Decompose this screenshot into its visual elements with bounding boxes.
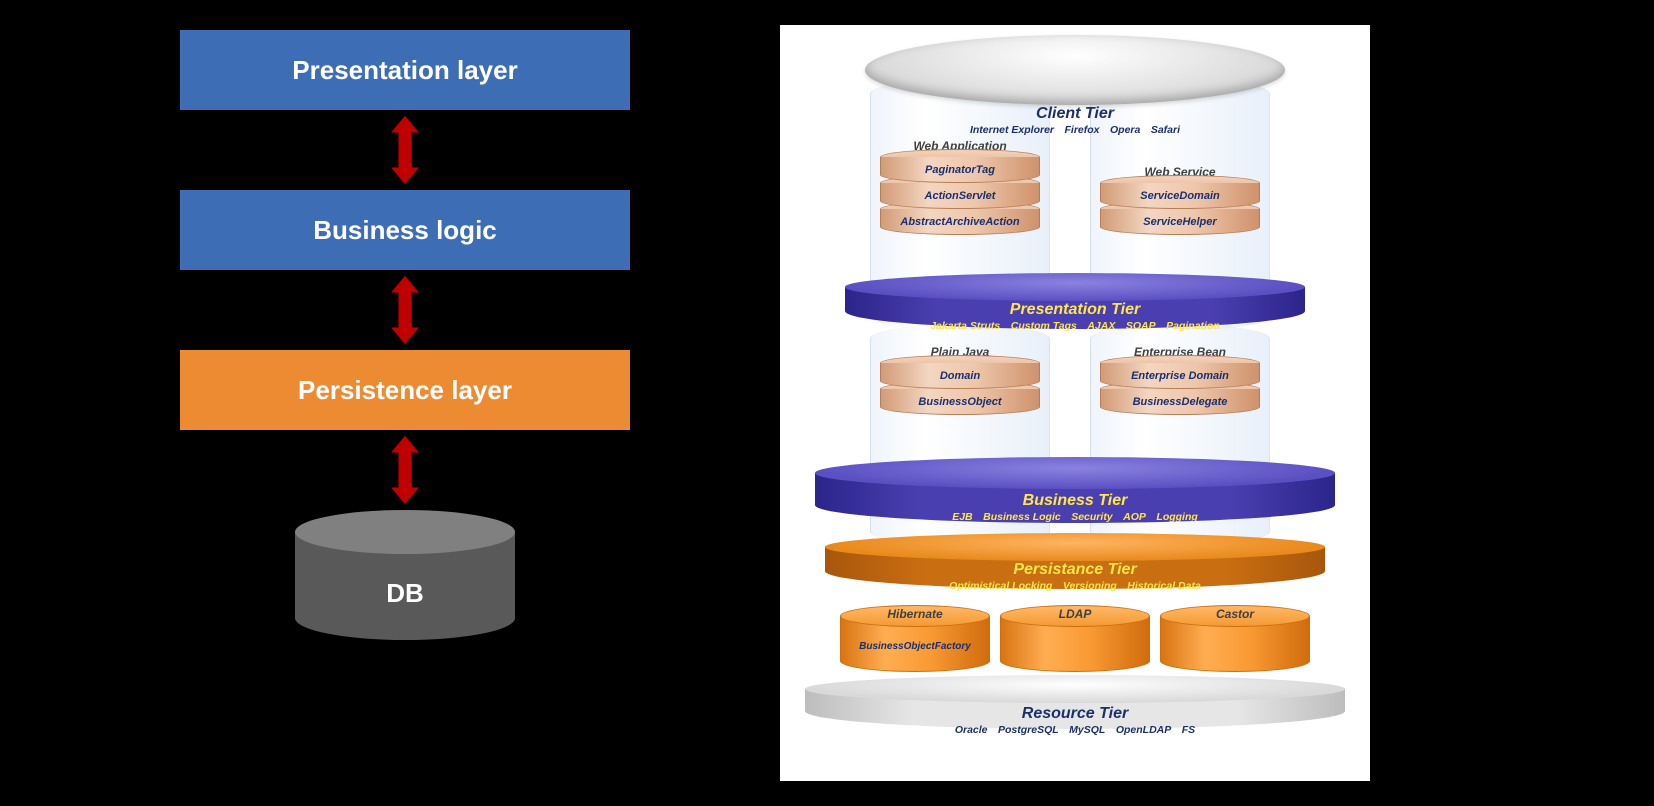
arrow-slot-3 [180,430,630,510]
db-top-ellipse [295,510,515,554]
cylinder-castor: Castor [1160,605,1310,675]
left-simple-layers-diagram: Presentation layer Business logic Persis… [0,0,780,806]
stack-item-label: Domain [880,363,1040,389]
orange-cyl-title: Hibernate [840,607,990,621]
business-tier-subtitle: EJB Business Logic Security AOP Logging [780,511,1370,523]
arrow-slot-2 [180,270,630,350]
layer-presentation: Presentation layer [180,30,630,110]
client-tier-platter [865,35,1285,105]
stack-item-label: Enterprise Domain [1100,363,1260,389]
persistance-tier-subtitle: Optimistical Locking Versioning Historic… [780,580,1370,592]
resource-tier-subtitle: Oracle PostgreSQL MySQL OpenLDAP FS [780,724,1370,736]
stack-item-label: AbstractArchiveAction [880,209,1040,235]
bidirectional-arrow-icon [390,435,420,505]
cylinder-stack-web-application: Web ApplicationPaginatorTagActionServlet… [880,157,1040,235]
cylinder-stack-plain-java: Plain JavaDomainBusinessObject [880,363,1040,415]
stack-item-label: PaginatorTag [880,157,1040,183]
layer-persistence: Persistence layer [180,350,630,430]
cylinder-stack-enterprise-bean: Enterprise BeanEnterprise DomainBusiness… [1100,363,1260,415]
orange-cyl-sub: BusinessObjectFactory [840,641,990,652]
stack-item-label: ActionServlet [880,183,1040,209]
stack-item-label: ServiceDomain [1100,183,1260,209]
client-tier-subtitle: Internet Explorer Firefox Opera Safari [780,124,1370,136]
cylinder-stack-web-service: Web ServiceServiceDomainServiceHelper [1100,183,1260,235]
client-tier-title: Client Tier [780,105,1370,123]
bidirectional-arrow-icon [390,115,420,185]
bidirectional-arrow-icon [390,275,420,345]
layer-business: Business logic [180,190,630,270]
cylinder-hibernate: Hibernate BusinessObjectFactory [840,605,990,675]
business-tier-title: Business Tier [780,492,1370,510]
stack-item-label: BusinessDelegate [1100,389,1260,415]
arrow-slot-1 [180,110,630,190]
right-tiered-architecture-diagram: Client Tier Internet Explorer Firefox Op… [780,25,1370,781]
resource-tier-title: Resource Tier [780,705,1370,723]
stack-item-label: ServiceHelper [1100,209,1260,235]
db-cylinder: DB [295,510,515,660]
stack-item-label: BusinessObject [880,389,1040,415]
cylinder-ldap: LDAP [1000,605,1150,675]
presentation-tier-subtitle: Jakarta Struts Custom Tags AJAX SOAP Pag… [780,320,1370,332]
persistance-tier-title: Persistance Tier [780,561,1370,579]
presentation-tier-title: Presentation Tier [780,301,1370,319]
orange-cyl-title: LDAP [1000,607,1150,621]
orange-cyl-title: Castor [1160,607,1310,621]
